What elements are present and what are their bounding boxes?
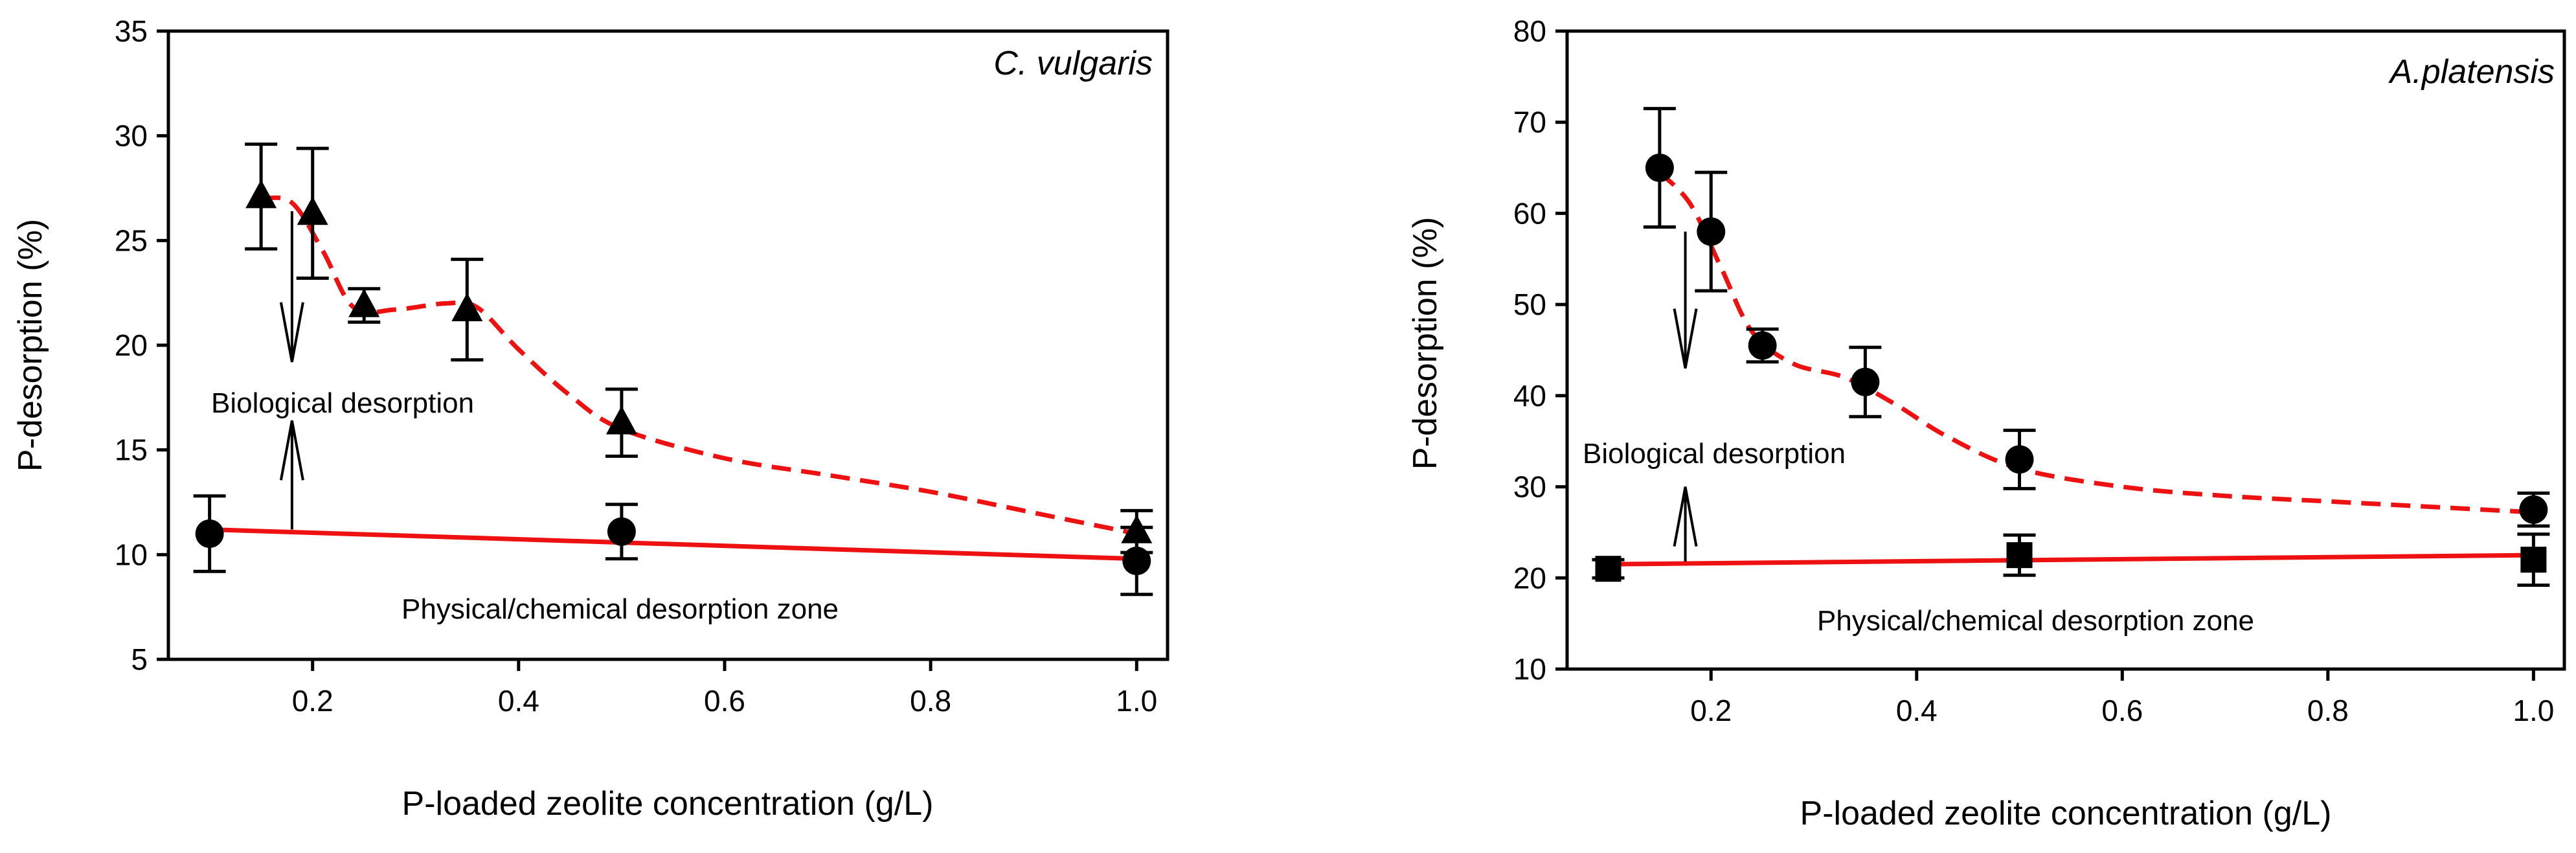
y-tick-label: 10	[1513, 652, 1546, 686]
data-points	[1592, 107, 2550, 587]
panel-c-vulgaris: 5 10 15 20 25 30 35 0.2 0.4 0.6 0.8 1.0 C. vulgari…	[12, 14, 1169, 823]
solid-fit-line	[1608, 552, 2534, 567]
x-tick-label: 0.8	[910, 684, 951, 718]
y-tick-label: 30	[1513, 470, 1546, 504]
data-point-circle	[2519, 495, 2548, 524]
x-tick-label: 1.0	[2513, 694, 2554, 727]
data-point-circle	[2005, 445, 2034, 474]
y-tick-label: 60	[1513, 196, 1546, 230]
y-tick-label: 20	[1513, 561, 1546, 595]
x-tick-label: 0.6	[2101, 694, 2143, 727]
data-point-circle	[1851, 367, 1880, 396]
x-tick-label: 0.4	[1896, 694, 1938, 727]
plot-frame	[1565, 29, 2566, 671]
y-tick-label: 80	[1513, 14, 1546, 48]
x-tick-label: 0.2	[292, 684, 333, 718]
data-point-circle	[1122, 547, 1151, 576]
y-ticks: 5 10 15 20 25 30 35	[115, 14, 168, 676]
y-tick-label: 30	[115, 119, 148, 153]
y-tick-label: 50	[1513, 288, 1546, 321]
data-point-square	[1595, 556, 1621, 582]
zone-arrow-head	[279, 302, 304, 363]
zone-arrows	[1673, 231, 1698, 562]
zone-arrow-head	[279, 420, 304, 481]
y-tick-label: 70	[1513, 106, 1546, 139]
data-point-circle	[195, 519, 224, 548]
data-point-circle	[1697, 217, 1726, 246]
y-axis-label: P-desorption (%)	[1407, 217, 1444, 470]
y-tick-label: 20	[115, 328, 148, 362]
data-point-triangle	[297, 196, 328, 225]
plot-frame	[166, 29, 1169, 661]
x-axis-label: P-loaded zeolite concentration (g/L)	[402, 785, 934, 823]
annotation-biological: Biological desorption	[211, 387, 474, 419]
y-tick-label: 25	[115, 223, 148, 257]
zone-arrow-head	[1673, 486, 1698, 547]
y-axis-label: P-desorption (%)	[12, 219, 49, 472]
fit-lines	[1608, 170, 2534, 567]
x-tick-label: 1.0	[1116, 684, 1157, 718]
data-point-triangle	[348, 288, 380, 317]
data-point-circle	[1645, 154, 1674, 183]
y-tick-label: 35	[115, 14, 148, 48]
y-tick-label: 10	[115, 538, 148, 571]
y-tick-label: 15	[115, 433, 148, 467]
dashed-fit-line	[260, 195, 1137, 536]
annotation-physical: Physical/chemical desorption zone	[401, 593, 839, 625]
panel-title: A.platensis	[2388, 53, 2555, 91]
panel-title: C. vulgaris	[993, 45, 1153, 82]
x-tick-label: 0.4	[498, 684, 539, 718]
x-tick-label: 0.6	[704, 684, 745, 718]
dashed-fit-line	[1658, 170, 2534, 515]
y-tick-label: 40	[1513, 379, 1546, 413]
data-point-triangle	[245, 179, 277, 209]
data-point-circle	[607, 517, 636, 546]
y-tick-label: 5	[131, 643, 148, 676]
data-point-triangle	[451, 293, 483, 322]
data-point-square	[2006, 542, 2033, 569]
data-point-square	[2520, 547, 2547, 573]
fit-lines	[209, 195, 1137, 562]
annotation-biological: Biological desorption	[1583, 438, 1846, 470]
data-points	[193, 142, 1153, 597]
data-point-circle	[1748, 331, 1777, 360]
zone-arrows	[279, 211, 304, 530]
solid-fit-line	[209, 527, 1137, 562]
panel-a-platensis: 10 20 30 40 50 60 70 80 0.2 0.4 0.6 0.8 1.0 A.plate…	[1407, 14, 2566, 832]
x-ticks: 0.2 0.4 0.6 0.8 1.0	[292, 659, 1157, 718]
x-ticks: 0.2 0.4 0.6 0.8 1.0	[1690, 669, 2554, 727]
annotation-physical: Physical/chemical desorption zone	[1817, 605, 2254, 637]
data-point-triangle	[605, 405, 637, 435]
x-tick-label: 0.2	[1690, 694, 1732, 727]
zone-arrow-head	[1673, 308, 1698, 369]
x-axis-label: P-loaded zeolite concentration (g/L)	[1800, 795, 2332, 832]
y-ticks: 10 20 30 40 50 60 70 80	[1513, 14, 1567, 686]
x-tick-label: 0.8	[2307, 694, 2349, 727]
